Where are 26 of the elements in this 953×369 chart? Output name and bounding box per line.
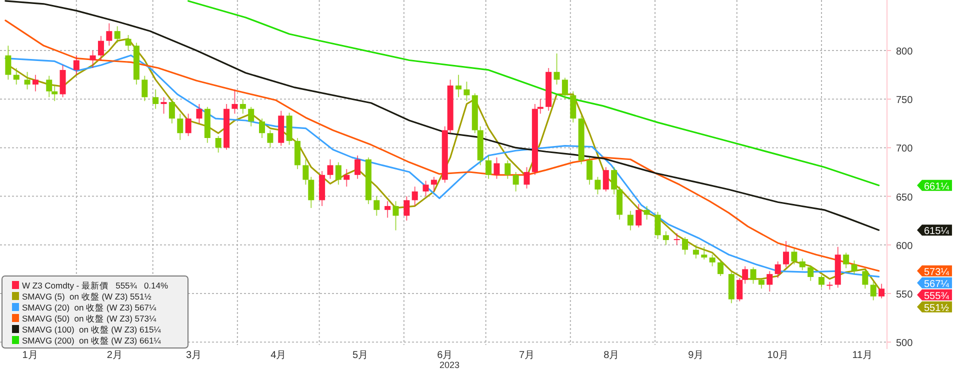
y-tick-label: 800	[896, 46, 914, 58]
tag: 615¼	[917, 224, 952, 238]
legend-label: SMAVG (5) on 收盤 (W Z3) 551½	[22, 292, 152, 302]
legend-label: SMAVG (100) on 收盤 (W Z3) 615¼	[22, 324, 162, 334]
x-tick-label: 9月	[688, 350, 704, 361]
x-tick-label: 6月	[437, 350, 453, 361]
x-tick-label: 8月	[604, 350, 620, 361]
legend-label: SMAVG (200) on 收盤 (W Z3) 661¼	[22, 336, 162, 346]
x-tick-label: 10月	[767, 350, 788, 361]
y-tick-label: 600	[896, 240, 914, 252]
y-tick-label: 650	[896, 192, 914, 204]
x-tick-label: 7月	[518, 350, 535, 361]
legend-label: W Z3 Comdty - 最新價 555¾ 0.14%	[22, 280, 168, 290]
x-tick-label: 5月	[352, 350, 368, 361]
y-tick-label: 700	[896, 144, 914, 155]
legend-label: SMAVG (50) on 收盤 (W Z3) 573¼	[22, 314, 157, 324]
y-tick-label: 550	[896, 289, 914, 300]
x-tick-label: 3月	[186, 350, 202, 361]
legend-label: SMAVG (20) on 收盤 (W Z3) 567¼	[22, 302, 157, 312]
y-tick-label: 500	[896, 338, 914, 350]
x-tick-label: 4月	[270, 350, 286, 361]
y-tick-label: 750	[896, 95, 914, 106]
x-tick-label: 1月	[22, 350, 38, 361]
x-tick-label: 11月	[852, 350, 873, 361]
x-tick-label: 2月	[106, 350, 122, 361]
x-axis-title: 2023	[439, 360, 460, 369]
